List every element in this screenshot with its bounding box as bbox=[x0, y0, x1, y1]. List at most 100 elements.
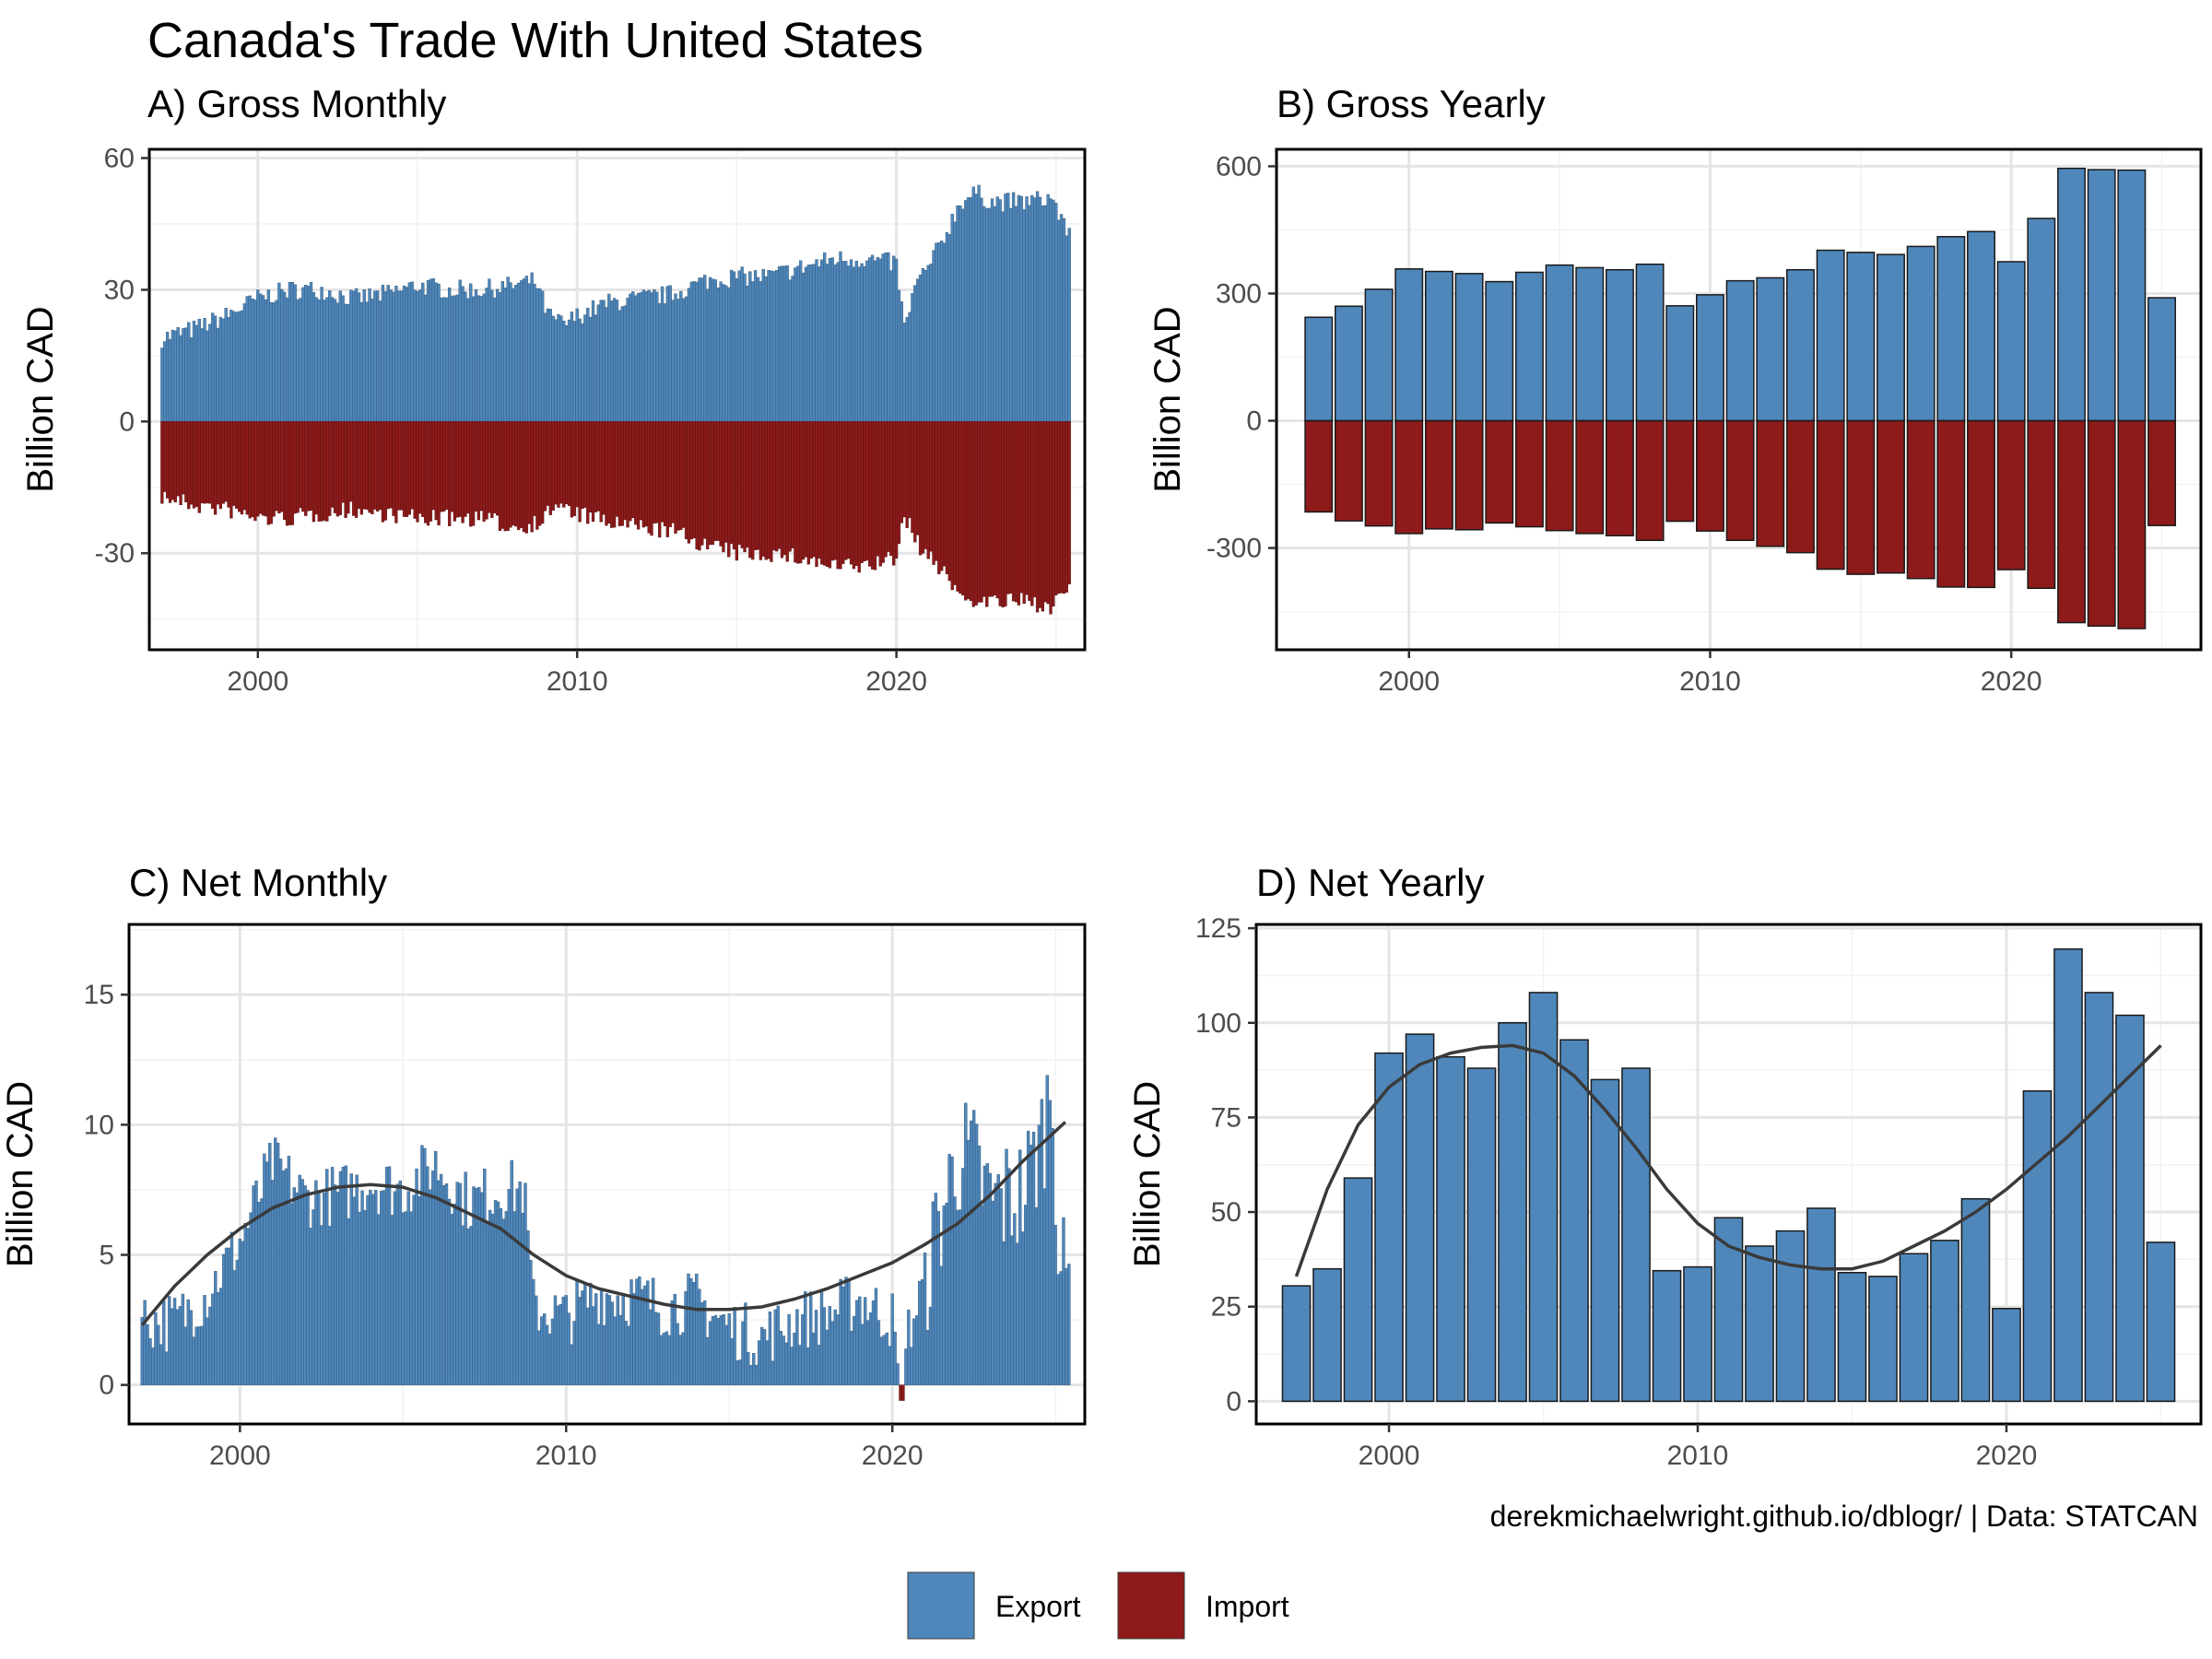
bar-import bbox=[971, 421, 975, 607]
bar-export bbox=[151, 1347, 155, 1385]
bar-export bbox=[471, 296, 476, 422]
bar-export bbox=[214, 1271, 218, 1385]
bar-export bbox=[429, 278, 433, 422]
bar-export bbox=[592, 1306, 595, 1385]
bar-import bbox=[490, 421, 494, 518]
bar-export bbox=[1051, 1127, 1054, 1385]
bar-import bbox=[2027, 419, 2056, 590]
bar-export bbox=[703, 275, 707, 422]
bar-export bbox=[804, 1291, 807, 1385]
bar-export bbox=[562, 320, 566, 422]
bar-export bbox=[412, 1194, 416, 1385]
bar-export bbox=[644, 291, 648, 422]
panel-gross-monthly: A) Gross Monthly 2000 2010 2020 -30 0 30 60 Bil… bbox=[20, 82, 1087, 697]
bar-import bbox=[966, 421, 971, 600]
bar-export bbox=[850, 1330, 853, 1385]
bar-export bbox=[551, 315, 555, 422]
bar-import bbox=[586, 421, 590, 524]
bar-export bbox=[186, 1299, 190, 1385]
bar-export bbox=[1046, 194, 1050, 422]
bar-export bbox=[206, 1317, 209, 1385]
bar-export bbox=[1019, 195, 1023, 422]
bar-import bbox=[259, 421, 263, 514]
bar-export bbox=[245, 296, 249, 422]
bar-export bbox=[1575, 266, 1605, 422]
bar-export bbox=[772, 271, 776, 422]
bar-import bbox=[911, 421, 914, 534]
bar-import bbox=[500, 421, 504, 529]
bar-export bbox=[912, 1318, 916, 1385]
bar-export bbox=[312, 291, 316, 422]
bar-export bbox=[349, 289, 353, 422]
bar-export bbox=[235, 1259, 240, 1385]
bar-import bbox=[1057, 421, 1061, 594]
bar-import bbox=[636, 421, 641, 530]
bar-import bbox=[535, 421, 539, 530]
bar-export bbox=[716, 288, 720, 422]
bar-export bbox=[771, 1360, 775, 1385]
bar-export bbox=[578, 1297, 582, 1385]
bar-export bbox=[368, 288, 371, 422]
bar-export bbox=[874, 1288, 878, 1385]
x-tick-label: 2020 bbox=[1981, 666, 2042, 697]
bar-import bbox=[524, 421, 528, 534]
bar-export bbox=[243, 1222, 247, 1385]
bar-export bbox=[591, 300, 595, 422]
bar-export bbox=[529, 1260, 533, 1385]
bar-export bbox=[242, 303, 246, 422]
bar-export bbox=[808, 1291, 813, 1385]
bar-import bbox=[283, 421, 287, 521]
bar-import bbox=[987, 421, 992, 597]
bar-import bbox=[801, 421, 806, 560]
bar-import bbox=[1877, 419, 1905, 574]
bar-export bbox=[335, 302, 340, 422]
bar-export bbox=[876, 256, 880, 422]
bar-import bbox=[833, 421, 837, 560]
bar-export bbox=[578, 318, 582, 422]
bar-export bbox=[682, 298, 686, 422]
bar-import bbox=[1038, 421, 1042, 608]
bar-export bbox=[524, 276, 528, 422]
bar-export bbox=[1065, 1268, 1068, 1385]
bar-export bbox=[692, 1281, 696, 1385]
bar-import bbox=[935, 421, 938, 561]
bar-import bbox=[213, 421, 218, 515]
bar-export bbox=[970, 1120, 973, 1385]
bar-import bbox=[1334, 419, 1363, 522]
bar-export bbox=[804, 266, 808, 422]
bar-export bbox=[232, 1270, 237, 1385]
bar-import bbox=[328, 421, 332, 516]
bar-export bbox=[991, 1200, 994, 1385]
bar-export bbox=[629, 293, 632, 422]
bar-export bbox=[333, 1184, 337, 1385]
bar-export bbox=[698, 277, 701, 422]
bar-export bbox=[1605, 268, 1634, 422]
bar-export bbox=[700, 1302, 704, 1385]
bar-import bbox=[809, 421, 813, 559]
bar-import bbox=[913, 421, 917, 543]
bar-export bbox=[599, 300, 603, 422]
bar-export bbox=[493, 297, 497, 422]
bar-export bbox=[624, 1321, 628, 1385]
bar-export bbox=[171, 329, 175, 422]
bar-import bbox=[168, 421, 172, 503]
bar-export bbox=[1048, 1100, 1052, 1385]
bar-export bbox=[687, 288, 691, 422]
bar-import bbox=[242, 421, 246, 511]
bar-import bbox=[330, 421, 335, 508]
bar-import bbox=[546, 421, 550, 506]
bar-import bbox=[548, 421, 552, 515]
bar-export bbox=[738, 1359, 742, 1385]
bar-export bbox=[663, 303, 667, 422]
bar-export bbox=[486, 1222, 489, 1385]
bar-export bbox=[543, 312, 547, 422]
bar-export bbox=[969, 197, 973, 422]
bar-export bbox=[154, 1312, 158, 1385]
bar-export bbox=[632, 1293, 636, 1385]
bar-export bbox=[1394, 268, 1424, 422]
bar-export bbox=[727, 1312, 731, 1385]
bar-export bbox=[926, 265, 930, 422]
bar-import bbox=[423, 421, 428, 524]
bar-export bbox=[434, 1150, 438, 1385]
bar-export bbox=[434, 282, 438, 422]
